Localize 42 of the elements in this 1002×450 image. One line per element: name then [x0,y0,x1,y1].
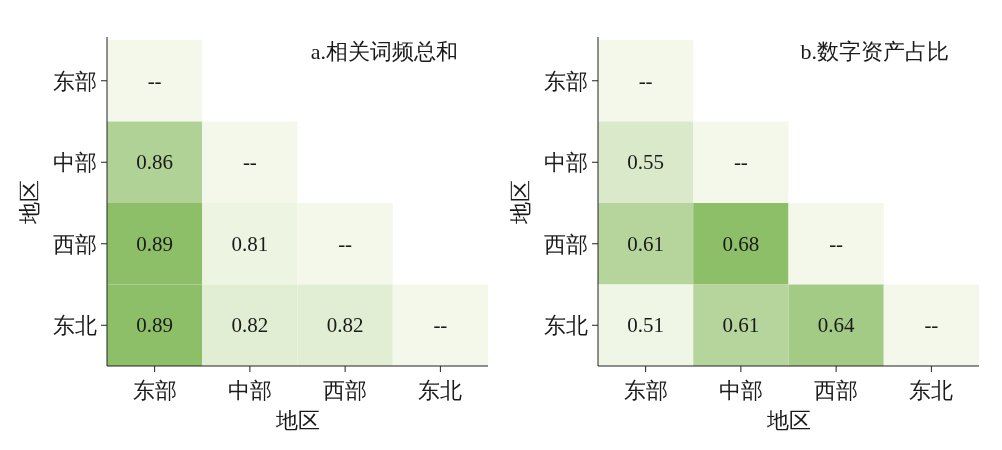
x-tick-label: 东北 [418,378,463,403]
x-tick-label: 西部 [814,378,859,403]
data-label: 0.86 [136,150,173,175]
y-tick-label: 东北 [53,313,97,339]
y-tick-label: 东部 [53,68,97,94]
x-tick-label: 西部 [323,378,368,403]
x-tick-label: 中部 [227,378,272,403]
y-tick-label: 西部 [544,231,588,257]
text: -- [147,68,162,93]
y-tick-label: 西部 [53,231,97,257]
data-label: 0.82 [326,313,364,338]
text: -- [338,231,353,256]
x-axis-title: 地区 [765,408,811,433]
chart-title: a.相关词频总和 [310,39,458,64]
data-label: 0.61 [722,313,760,338]
x-tick-label: 东北 [909,378,954,403]
x-tick-label: 东部 [623,378,668,403]
text: -- [829,231,844,256]
y-axis-title: 地区 [508,179,533,225]
data-label: 0.89 [136,313,173,338]
text: -- [433,313,448,338]
chart-title: b.数字资产占比 [800,39,949,64]
data-label: 0.61 [627,231,664,256]
y-tick-label: 东部 [544,68,588,94]
text: -- [638,68,653,93]
data-label: 0.81 [231,231,269,256]
data-label: 0.64 [817,313,855,338]
text: -- [924,313,939,338]
y-axis-title: 地区 [17,179,42,225]
y-tick-label: 中部 [544,150,588,176]
x-tick-label: 东部 [132,378,177,403]
x-axis-title: 地区 [274,408,320,433]
y-tick-label: 东北 [544,313,588,339]
data-label: 0.89 [136,231,173,256]
y-tick-label: 中部 [53,150,97,176]
data-label: 0.82 [231,313,269,338]
x-tick-label: 中部 [718,378,763,403]
data-label: 0.55 [627,150,664,175]
text: -- [242,150,257,175]
data-label: 0.68 [722,231,760,256]
text: -- [733,150,748,175]
data-label: 0.51 [627,313,664,338]
